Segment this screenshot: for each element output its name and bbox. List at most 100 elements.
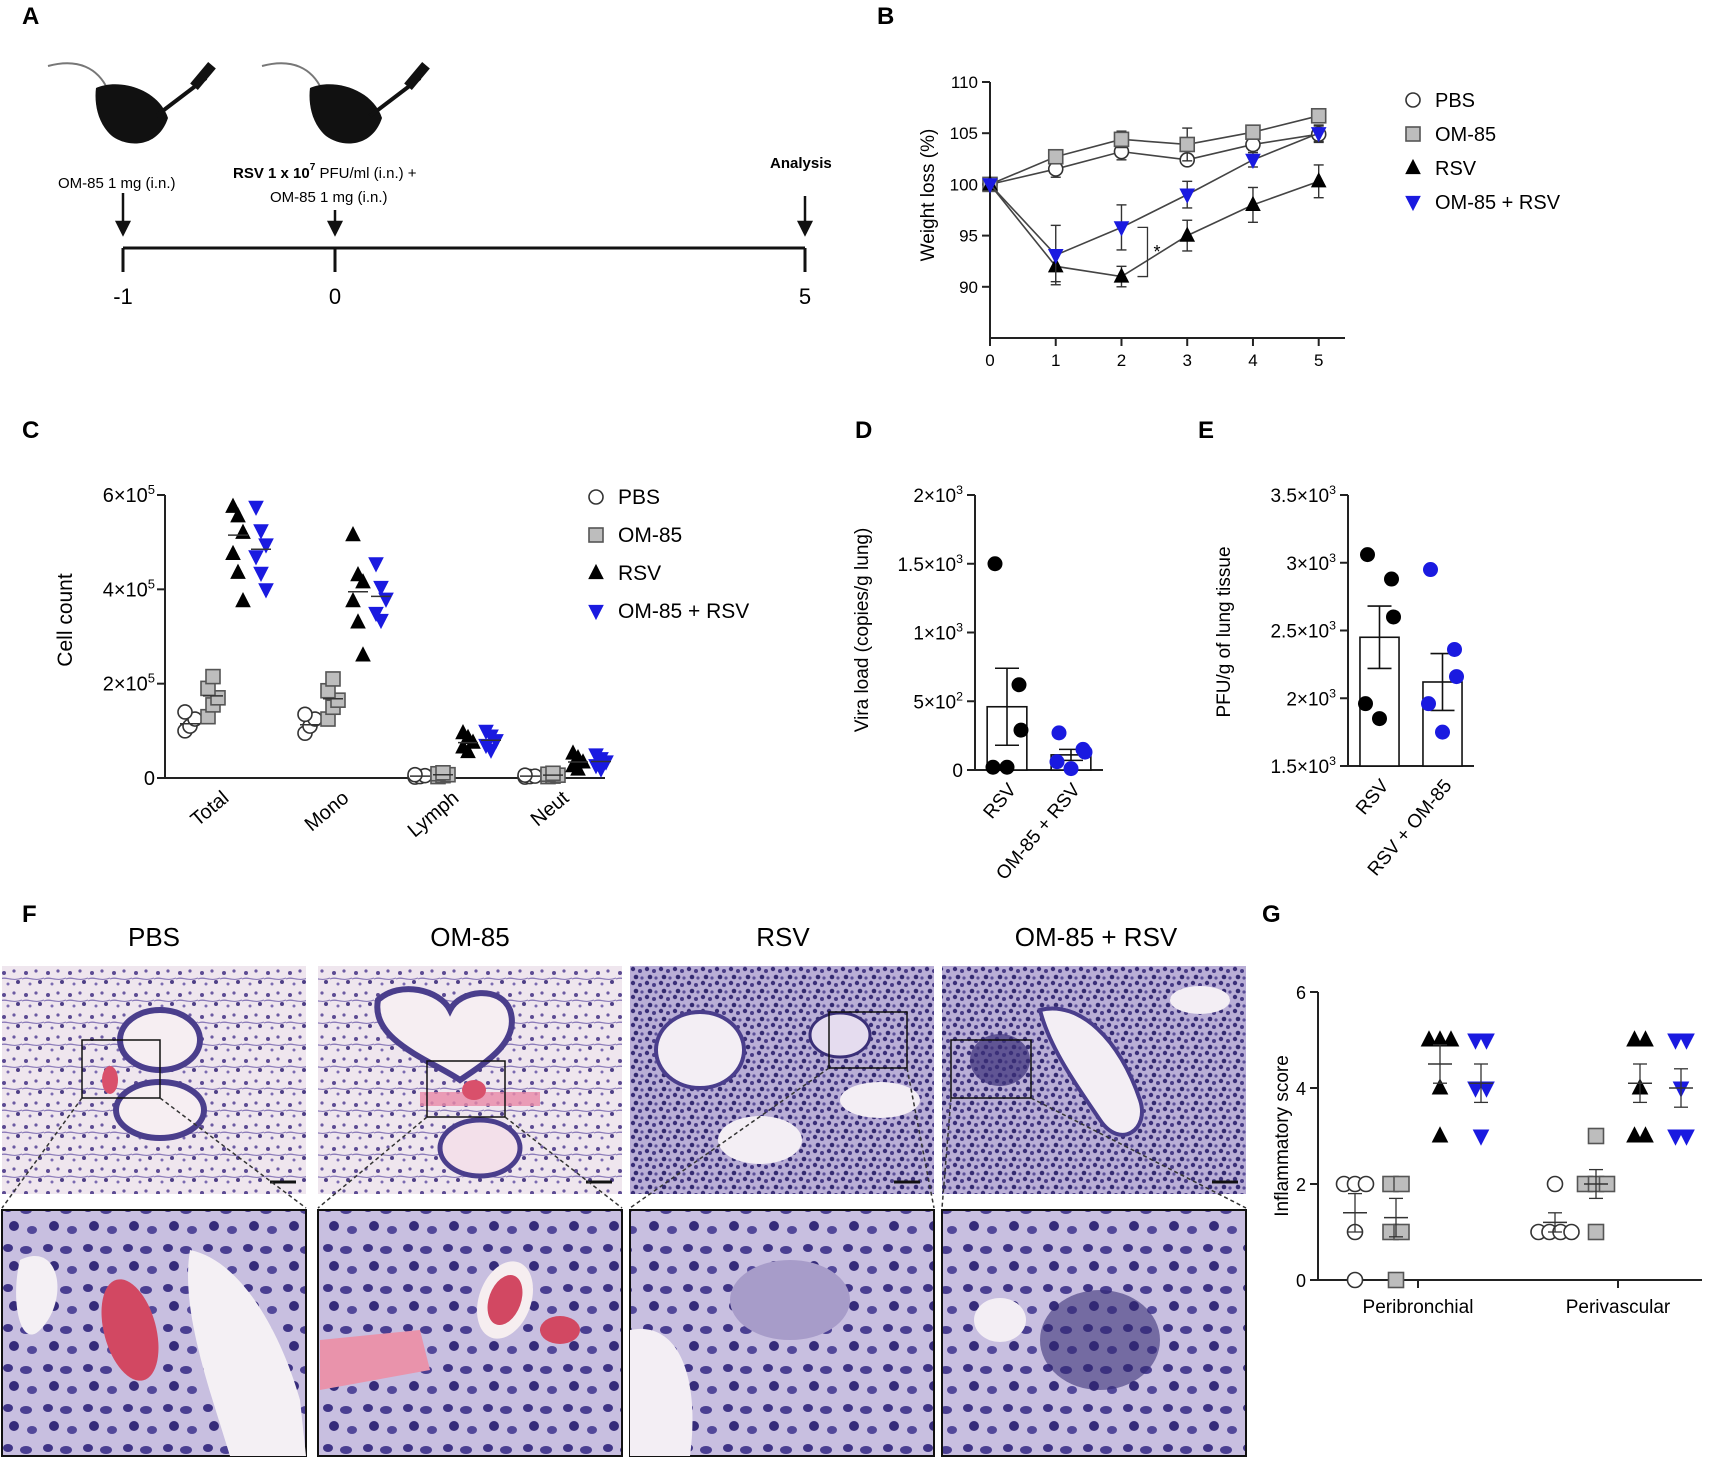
y-tick-label: 110 <box>951 73 978 92</box>
panel-c-ylabel: Cell count <box>54 573 77 667</box>
y-tick-label: 2×105 <box>103 671 155 696</box>
data-point <box>1310 127 1327 143</box>
legend-label: RSV <box>618 562 661 585</box>
data-point <box>1637 1030 1654 1047</box>
y-tick-label: 0 <box>952 761 963 782</box>
data-point <box>999 759 1015 775</box>
data-point <box>350 613 366 629</box>
data-point <box>258 583 274 599</box>
data-point <box>1372 711 1387 727</box>
data-point <box>253 566 269 582</box>
histology-image-om85-low <box>318 966 622 1194</box>
data-point <box>1179 136 1196 153</box>
y-tick-label: 2×103 <box>1286 686 1336 710</box>
data-point <box>1179 226 1196 242</box>
legend-marker <box>588 489 604 505</box>
data-point <box>517 767 533 783</box>
data-point <box>1472 1129 1490 1146</box>
data-point <box>258 538 274 554</box>
data-point <box>177 704 193 720</box>
y-tick-label: 2×103 <box>913 483 963 507</box>
data-point <box>545 765 561 782</box>
data-point <box>248 550 264 566</box>
series-line <box>989 133 1319 186</box>
series-line <box>989 132 1320 257</box>
histology-image-pbs-high <box>1 1209 307 1457</box>
histology-title-om85: OM-85 <box>430 922 509 952</box>
data-point <box>1358 696 1373 712</box>
y-tick-label: 3.5×103 <box>1270 483 1336 507</box>
data-point <box>465 733 481 749</box>
y-tick-label: 95 <box>959 227 978 246</box>
data-point <box>205 668 221 685</box>
y-tick-label: 1×103 <box>913 621 963 645</box>
panel-letter-f: F <box>22 901 37 928</box>
mouse-icon <box>47 62 216 144</box>
data-point <box>1077 744 1093 760</box>
data-point <box>1431 1126 1449 1143</box>
analysis-label: Analysis <box>770 155 832 172</box>
panel-letter-b: B <box>877 3 894 30</box>
y-tick-label: 5×102 <box>913 689 963 713</box>
data-point <box>1667 1129 1684 1146</box>
y-tick-label: 2.5×103 <box>1270 619 1336 643</box>
data-point <box>1447 641 1462 657</box>
x-tick-label: Neut <box>527 787 574 831</box>
data-point <box>985 759 1001 775</box>
panel-a-timeline: OM-85 1 mg (i.n.) RSV 1 x 107 PFU/ml (i.… <box>47 62 832 309</box>
legend-label: PBS <box>618 486 660 509</box>
data-point <box>1179 188 1196 204</box>
x-tick-label: RSV <box>980 779 1021 823</box>
data-point <box>1051 725 1067 741</box>
data-point <box>1113 267 1130 283</box>
data-point <box>1478 1033 1495 1050</box>
histology-image-om85-high <box>317 1209 623 1457</box>
data-point <box>1013 722 1029 738</box>
data-point <box>1360 547 1375 563</box>
x-tick-label: 2 <box>1117 351 1126 370</box>
data-point <box>1423 562 1438 578</box>
data-point <box>1678 1033 1695 1050</box>
data-point <box>325 671 341 687</box>
data-point <box>1357 1175 1375 1193</box>
series-line <box>989 180 1319 278</box>
legend-marker <box>588 604 604 621</box>
panel-g-chart: 0 2 4 6 Peribronchial Perivascular <box>1296 983 1702 1318</box>
y-tick-label: 90 <box>959 278 978 297</box>
panel-g-ylabel: Inflammatory score <box>1272 1055 1293 1217</box>
data-point <box>225 544 241 561</box>
data-point <box>1546 1175 1564 1193</box>
data-point <box>1393 1175 1410 1193</box>
panel-c-chart: 0 2×105 4×105 6×105 Total Mono Lymph Neut <box>103 482 614 842</box>
legend-label: OM-85 <box>1435 124 1496 146</box>
timeline-axis <box>121 246 807 272</box>
data-point <box>355 573 371 589</box>
y-tick-label: 3×103 <box>1286 551 1336 575</box>
panel-b-legend: PBS OM-85 RSV OM-85 + RSV <box>1405 90 1561 214</box>
timeline-arrow <box>114 193 814 237</box>
data-point <box>345 525 361 542</box>
panel-d-ylabel: Vira load (copies/g lung) <box>852 528 873 733</box>
data-point <box>1626 1030 1643 1047</box>
data-point <box>593 762 609 778</box>
data-point <box>1113 221 1130 237</box>
panel-letter-d: D <box>855 417 872 444</box>
om85-pretreat-label: OM-85 1 mg (i.n.) <box>58 175 176 192</box>
data-point <box>1310 107 1327 124</box>
data-point <box>407 766 423 783</box>
data-point <box>570 760 586 776</box>
legend-marker <box>588 527 604 543</box>
y-tick-label: 0 <box>144 768 155 790</box>
rsv-dose-label: RSV 1 x 107 PFU/ml (i.n.) + <box>233 162 417 182</box>
panel-e-ylabel: PFU/g of lung tissue <box>1214 546 1235 717</box>
y-tick-label: 100 <box>950 175 978 194</box>
timeline-tick-label: -1 <box>113 284 133 309</box>
histology-image-om85-rsv-high <box>941 1209 1247 1457</box>
data-point <box>1387 1271 1405 1289</box>
histology-image-rsv-low <box>630 966 934 1194</box>
panel-f-histology: PBS OM-85 RSV OM-85 + RSV <box>1 922 1247 1457</box>
histology-title-pbs: PBS <box>128 922 180 952</box>
x-tick-label: Total <box>187 787 234 831</box>
data-point <box>1667 1033 1684 1050</box>
data-point <box>1420 1030 1438 1047</box>
